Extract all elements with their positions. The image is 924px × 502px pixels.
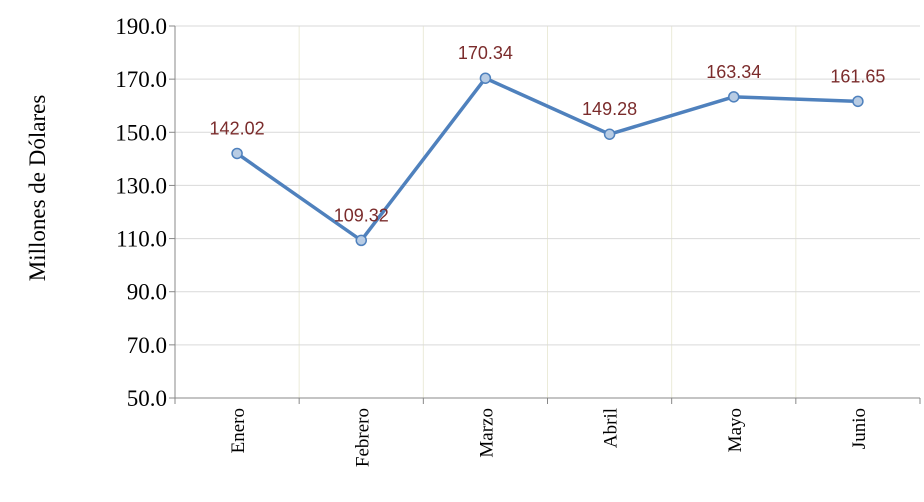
y-axis-title: Millones de Dólares <box>25 95 50 282</box>
marker <box>479 72 492 84</box>
y-tick-label: 150.0 <box>115 120 167 145</box>
y-tick-label: 170.0 <box>115 67 167 92</box>
marker <box>852 95 864 108</box>
x-tick-label: Marzo <box>476 408 497 458</box>
data-label: 109.32 <box>334 205 389 225</box>
x-tick-label: Abril <box>601 408 622 448</box>
x-tick-label: Junio <box>849 408 870 449</box>
marker <box>355 234 367 247</box>
marker <box>231 147 243 160</box>
x-tick-label: Febrero <box>352 408 373 467</box>
y-tick-label: 50.0 <box>127 386 167 411</box>
marker <box>728 91 740 103</box>
x-tick-label: Enero <box>228 408 249 453</box>
x-tick-label: Mayo <box>725 408 746 452</box>
y-tick-label: 90.0 <box>127 280 167 305</box>
marker <box>603 128 616 140</box>
y-tick-label: 70.0 <box>127 333 167 358</box>
data-label: 170.34 <box>458 43 513 63</box>
y-tick-label: 190.0 <box>115 14 167 39</box>
y-tick-label: 110.0 <box>116 227 167 252</box>
y-tick-label: 130.0 <box>115 173 167 198</box>
data-label: 149.28 <box>582 99 637 119</box>
line <box>236 76 858 243</box>
data-label: 142.02 <box>210 118 265 138</box>
data-label: 163.34 <box>706 62 761 82</box>
data-label: 161.65 <box>830 66 885 86</box>
